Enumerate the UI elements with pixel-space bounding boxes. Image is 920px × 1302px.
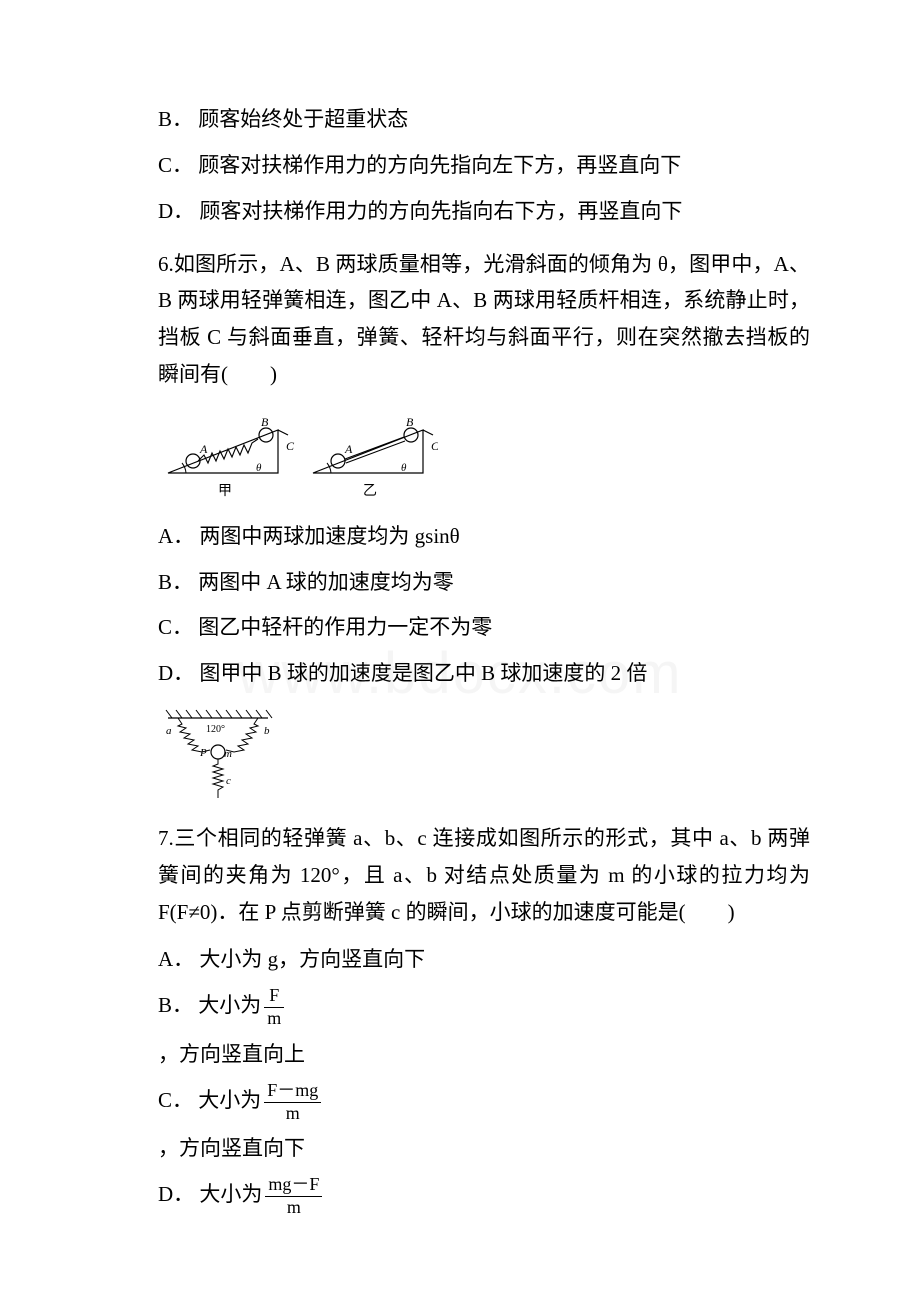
q7-stem: 7.三个相同的轻弹簧 a、b、c 连接成如图所示的形式，其中 a、b 两弹簧间的… xyxy=(110,820,810,930)
q7-option-b-cont: ，方向竖直向上 xyxy=(110,1035,810,1075)
label-b: b xyxy=(264,725,270,737)
q6-option-c: C． 图乙中轻杆的作用力一定不为零 xyxy=(110,608,810,648)
q7-c-frac: F－mgm xyxy=(264,1081,321,1124)
label-b-left: B xyxy=(261,415,269,429)
q7-option-c-cont: ，方向竖直向下 xyxy=(110,1129,810,1169)
q6-stem: 6.如图所示，A、B 两球质量相等，光滑斜面的倾角为 θ，图甲中，A、B 两球用… xyxy=(110,246,810,393)
label-c-left: C xyxy=(286,439,295,453)
q7-option-c: C． 大小为F－mgm xyxy=(110,1081,810,1124)
q5-option-c: C． 顾客对扶梯作用力的方向先指向左下方，再竖直向下 xyxy=(110,146,810,186)
svg-text:B: B xyxy=(406,415,414,429)
caption-yi: 乙 xyxy=(363,483,377,499)
svg-text:A: A xyxy=(344,442,353,456)
svg-text:C: C xyxy=(431,439,438,453)
label-m: m xyxy=(224,748,232,760)
svg-text:θ: θ xyxy=(401,462,407,474)
q7-option-a: A． 大小为 g，方向竖直向下 xyxy=(110,940,810,980)
q6-diagram: θ C B A 甲 θ C B A xyxy=(158,405,810,505)
label-theta-left: θ xyxy=(256,462,262,474)
q5-option-d: D． 顾客对扶梯作用力的方向先指向右下方，再竖直向下 xyxy=(110,192,810,232)
q7-b-prefix: B． 大小为 xyxy=(158,993,261,1017)
q7-option-b: B． 大小为Fm xyxy=(110,986,810,1029)
label-120: 120° xyxy=(206,724,225,735)
q7-c-prefix: C． 大小为 xyxy=(158,1088,261,1112)
q7-diagram: a b 120° m P c xyxy=(158,706,810,806)
q6-option-d: D． 图甲中 B 球的加速度是图乙中 B 球加速度的 2 倍 xyxy=(110,654,810,694)
q7-d-frac: mg－Fm xyxy=(265,1175,322,1218)
q7-b-frac: Fm xyxy=(264,986,284,1029)
label-a: a xyxy=(166,725,172,737)
label-p: P xyxy=(199,747,207,759)
q7-option-d: D． 大小为mg－Fm xyxy=(110,1175,810,1218)
q6-option-b: B． 两图中 A 球的加速度均为零 xyxy=(110,563,810,603)
label-a-left: A xyxy=(199,442,208,456)
caption-jia: 甲 xyxy=(218,484,232,499)
label-c: c xyxy=(226,775,231,787)
q7-d-prefix: D． 大小为 xyxy=(158,1182,262,1206)
q5-option-b: B． 顾客始终处于超重状态 xyxy=(110,100,810,140)
q6-option-a: A． 两图中两球加速度均为 gsinθ xyxy=(110,517,810,557)
